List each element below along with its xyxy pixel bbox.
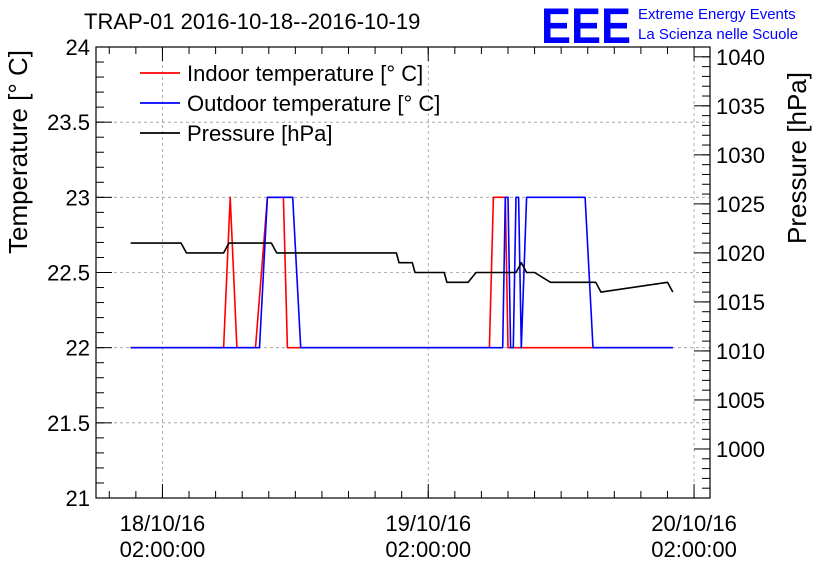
legend-label: Pressure [hPa]	[187, 121, 333, 146]
y-right-tick-label: 1025	[716, 192, 765, 217]
chart-title: TRAP-01 2016-10-18--2016-10-19	[84, 9, 420, 34]
logo-line-1: Extreme Energy Events	[638, 6, 796, 23]
axes: 18/10/1602:00:0019/10/1602:00:0020/10/16…	[47, 35, 765, 562]
x-tick-label-time: 02:00:00	[651, 537, 737, 562]
legend-label: Outdoor temperature [° C]	[187, 91, 440, 116]
y-axis-title-right: Pressure [hPa]	[782, 72, 812, 244]
y-right-tick-label: 1015	[716, 290, 765, 315]
x-tick-label-date: 19/10/16	[385, 511, 471, 536]
y-right-tick-label: 1000	[716, 437, 765, 462]
y-left-tick-label: 23	[66, 185, 90, 210]
y-right-tick-label: 1035	[716, 94, 765, 119]
y-right-tick-label: 1005	[716, 388, 765, 413]
x-tick-label-time: 02:00:00	[120, 537, 206, 562]
y-right-tick-label: 1010	[716, 339, 765, 364]
y-right-tick-label: 1040	[716, 45, 765, 70]
series-layer	[130, 196, 674, 349]
legend: Indoor temperature [° C] Outdoor temperat…	[140, 61, 440, 146]
y-right-tick-label: 1030	[716, 143, 765, 168]
x-tick-label-date: 20/10/16	[651, 511, 737, 536]
x-tick-label-time: 02:00:00	[385, 537, 471, 562]
logo-line-2: La Scienza nelle Scuole	[638, 26, 798, 43]
logo-mark: EEE	[541, 0, 631, 54]
y-axis-title-left: Temperature [° C]	[3, 50, 33, 254]
y-right-tick-label: 1020	[716, 241, 765, 266]
y-left-tick-label: 21	[66, 486, 90, 511]
y-left-tick-label: 24	[66, 35, 90, 60]
y-left-tick-label: 22	[66, 336, 90, 361]
y-left-tick-label: 21.5	[47, 411, 90, 436]
series-line-pressure	[130, 242, 674, 293]
y-left-tick-label: 22.5	[47, 261, 90, 286]
y-left-tick-label: 23.5	[47, 110, 90, 135]
eee-logo: EEE Extreme Energy Events La Scienza nel…	[541, 0, 798, 54]
x-tick-label-date: 18/10/16	[120, 511, 206, 536]
legend-label: Indoor temperature [° C]	[187, 61, 423, 86]
series-line-outdoor-temperature	[130, 196, 673, 349]
